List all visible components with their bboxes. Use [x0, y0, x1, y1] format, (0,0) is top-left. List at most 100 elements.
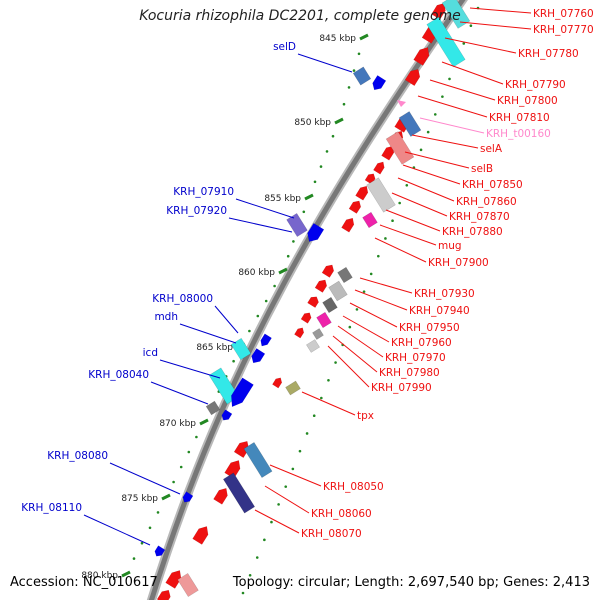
strand-dot [355, 308, 359, 311]
scale-minor-tick [352, 69, 356, 72]
reverse-gene-box [205, 400, 221, 416]
reverse-leader-line [297, 53, 353, 73]
scale-tick-label: 850 kbp [294, 118, 331, 128]
forward-gene-arrow [321, 264, 335, 278]
strand-dot [327, 378, 330, 382]
map-title: Kocuria rhizophila DC2201, complete geno… [139, 8, 461, 24]
forward-gene-label: KRH_07970 [385, 352, 446, 364]
reverse-gene-arrow [251, 348, 266, 364]
strand-dot [441, 95, 444, 98]
strand-dot [469, 24, 473, 28]
forward-gene-box [385, 131, 415, 165]
forward-leader-line [264, 485, 310, 514]
forward-gene-box [222, 472, 256, 514]
scale-minor-tick [179, 465, 183, 469]
scale-minor-tick [140, 541, 144, 545]
scale-minor-tick [273, 284, 276, 288]
scale-tick [359, 33, 369, 41]
forward-gene-box [306, 339, 320, 353]
reverse-leader-line [150, 381, 209, 405]
forward-gene-arrow [192, 526, 209, 545]
strand-dot [369, 272, 373, 276]
strand-dot [270, 520, 273, 524]
forward-gene-arrow [413, 47, 430, 66]
forward-gene-label: KRH_07900 [428, 257, 489, 269]
forward-gene-box [312, 328, 324, 340]
reverse-gene-box [286, 212, 308, 238]
forward-gene-label: KRH_07930 [414, 288, 475, 300]
strand-dot [263, 538, 266, 542]
reverse-gene-label: KRH_08110 [21, 502, 82, 514]
reverse-gene-arrow [260, 333, 272, 347]
reverse-gene-box [352, 66, 372, 86]
scale-tick [304, 193, 314, 201]
forward-gene-arrow [355, 185, 369, 201]
reverse-gene-label: selD [273, 41, 296, 53]
forward-gene-label: KRH_07760 [533, 8, 594, 20]
forward-gene-box [285, 380, 301, 396]
scale-minor-tick [248, 329, 251, 333]
forward-gene-label: KRH_07960 [391, 337, 452, 349]
reverse-leader-line [235, 198, 295, 219]
reverse-leader-line [214, 305, 239, 334]
strand-dot [391, 219, 394, 223]
forward-leader-line [354, 289, 408, 311]
forward-gene-box [337, 266, 353, 284]
scale-tick [334, 117, 344, 125]
strand-dot [334, 361, 337, 364]
strand-dot [277, 503, 280, 506]
reverse-gene-label: KRH_08000 [152, 293, 213, 305]
scale-tick-label: 845 kbp [319, 34, 356, 44]
forward-leader-line [469, 7, 532, 14]
scale-minor-tick [325, 150, 329, 153]
forward-leader-line [385, 209, 441, 232]
forward-gene-label: KRH_08050 [323, 481, 384, 493]
reverse-gene-label: KRH_08080 [47, 450, 108, 462]
forward-gene-arrow [224, 460, 241, 479]
forward-leader-line [332, 335, 378, 373]
scale-minor-tick [286, 254, 290, 258]
reverse-gene-box [230, 337, 252, 361]
scale-tick-label: 870 kbp [159, 419, 196, 429]
strand-dot [398, 201, 401, 205]
reverse-leader-line [179, 323, 237, 344]
forward-leader-line [404, 151, 470, 169]
forward-gene-label: KRH_07780 [518, 48, 579, 60]
forward-gene-label: KRH_07810 [489, 112, 550, 124]
forward-leader-line [327, 345, 370, 388]
strand-dot [298, 449, 302, 453]
topology-text: Topology: circular; Length: 2,697,540 bp… [232, 575, 590, 590]
gene-layer [154, 0, 471, 605]
strand-dot [419, 148, 423, 152]
forward-gene-arrow [307, 296, 319, 308]
forward-leader-line [342, 315, 390, 343]
scale-tick [278, 267, 288, 275]
forward-gene-label: mug [438, 240, 462, 252]
forward-leader-line [359, 277, 413, 294]
strand-dot [462, 42, 466, 45]
forward-gene-label: KRH_07880 [442, 226, 503, 238]
reverse-gene-arrow [372, 75, 387, 91]
forward-gene-label: KRH_07940 [409, 305, 470, 317]
strand-dot [433, 113, 437, 116]
leader-line-layer [83, 7, 532, 546]
reverse-gene-arrow [221, 409, 233, 421]
forward-leader-line [349, 302, 398, 328]
forward-gene-label: KRH_t00160 [486, 128, 551, 140]
forward-leader-line [441, 61, 504, 85]
forward-leader-line [444, 37, 517, 54]
forward-leader-line [254, 509, 300, 534]
scale-minor-tick [232, 359, 235, 363]
reverse-gene-arrow [231, 377, 254, 408]
strand-dot [362, 290, 366, 293]
scale-minor-tick [292, 240, 295, 243]
forward-gene-label: KRH_07950 [399, 322, 460, 334]
scale-minor-tick [132, 557, 136, 560]
forward-gene-box [243, 442, 273, 478]
forward-gene-box [316, 311, 332, 329]
forward-gene-box [328, 280, 348, 302]
forward-gene-label: KRH_07990 [371, 382, 432, 394]
scale-minor-tick [347, 86, 351, 89]
label-layer: KRH_07760 KRH_07770 KRH_07780 KRH_07790 KRH_… [21, 8, 593, 540]
